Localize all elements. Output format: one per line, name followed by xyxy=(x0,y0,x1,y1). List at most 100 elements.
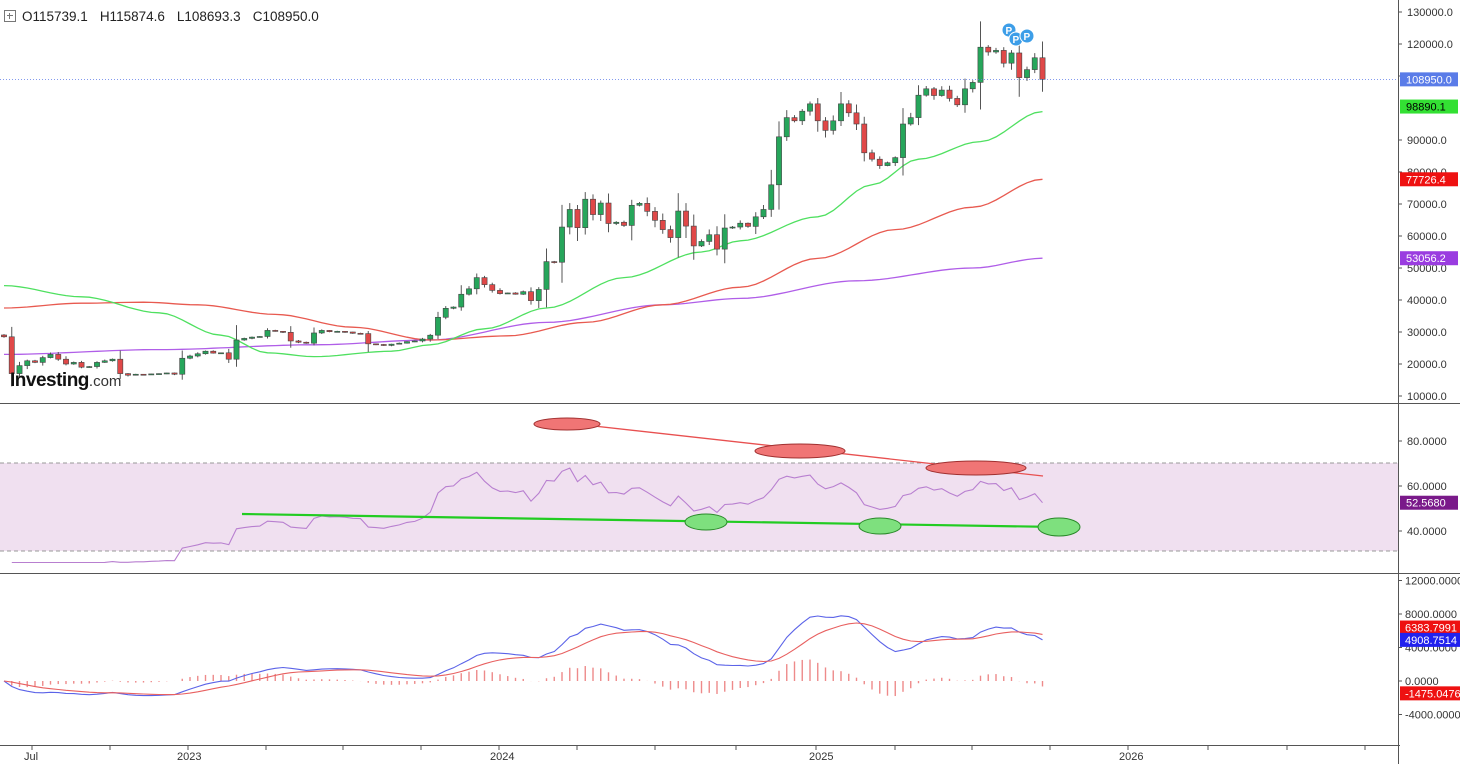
time-label: 2025 xyxy=(809,751,833,763)
candle-body xyxy=(628,204,635,226)
candle-body xyxy=(47,354,54,358)
rsi-tick-label: 60.0000 xyxy=(1407,481,1447,493)
candle-body xyxy=(1039,57,1046,80)
candle-body xyxy=(404,341,410,344)
price-tick-label: 60000.0 xyxy=(1407,231,1447,243)
candle-body xyxy=(690,225,697,247)
candle-body xyxy=(504,292,511,295)
candle-body xyxy=(752,216,759,227)
candle-body xyxy=(210,350,217,354)
candle-body xyxy=(683,210,689,227)
candle-body xyxy=(1024,69,1030,78)
candle-body xyxy=(55,354,62,360)
candle-body xyxy=(388,343,395,346)
candle-body xyxy=(125,373,131,376)
candle-body xyxy=(884,162,891,166)
ma-purple-line xyxy=(4,257,1043,356)
candle-body xyxy=(233,339,240,360)
candle-body xyxy=(318,330,325,334)
candle-body xyxy=(900,123,906,158)
candle-body xyxy=(473,277,480,290)
candle-body xyxy=(1031,57,1038,70)
candle-body xyxy=(807,103,813,112)
candle-body xyxy=(357,332,364,335)
candle-body xyxy=(721,227,728,250)
candle-body xyxy=(528,291,534,301)
candle-body xyxy=(946,89,953,99)
close-value: C108950.0 xyxy=(252,9,319,24)
candle-body xyxy=(923,88,930,96)
macd-tick-label: -4000.0000 xyxy=(1405,710,1460,722)
logo-text: Investing xyxy=(10,370,89,391)
ma-purple-label-bg xyxy=(1400,251,1458,266)
macd-hist-label-bg xyxy=(1400,686,1460,701)
candle-body xyxy=(396,342,403,345)
candle-body xyxy=(969,82,976,90)
candle-body xyxy=(489,284,496,291)
open-value: O115739.1 xyxy=(22,9,88,24)
time-label: Jul xyxy=(24,751,38,763)
rsi-support-trendline xyxy=(241,512,1059,529)
rsi-low-ellipse xyxy=(858,517,902,535)
rsi-value-label: 52.5680 xyxy=(1406,498,1446,510)
candle-body xyxy=(907,117,914,125)
ma-green-line xyxy=(3,110,1043,358)
time-label: 2026 xyxy=(1119,751,1143,763)
candle-body xyxy=(24,360,31,366)
price-tick-label: 20000.0 xyxy=(1407,359,1447,371)
candle-body xyxy=(16,365,23,374)
candle-body xyxy=(287,332,294,342)
candle-body xyxy=(342,331,348,333)
rsi-line xyxy=(11,467,1043,564)
macd-line xyxy=(3,615,1043,697)
candle-body xyxy=(590,198,596,215)
candle-body xyxy=(861,123,868,154)
candle-body xyxy=(729,226,736,229)
candle-body xyxy=(280,331,286,333)
candle-body xyxy=(745,222,751,227)
candle-body xyxy=(241,338,248,341)
macd-line-label: 4908.7514 xyxy=(1405,635,1457,647)
candle-body xyxy=(365,333,372,345)
candle-body xyxy=(497,290,503,294)
macd-hist-label: -1475.0476 xyxy=(1405,688,1460,700)
candle-body xyxy=(39,357,46,363)
candle-body xyxy=(101,360,108,363)
candle-body xyxy=(435,316,441,336)
candle-body xyxy=(187,355,193,359)
candle-body xyxy=(621,221,627,226)
candle-body xyxy=(194,353,201,357)
candle-body xyxy=(140,373,147,376)
candle-body xyxy=(86,366,93,368)
ma-red-label-bg xyxy=(1400,172,1458,187)
rsi-low-ellipse xyxy=(684,513,728,531)
time-label: 2023 xyxy=(177,751,201,763)
rsi-high-ellipse xyxy=(925,460,1027,476)
candle-body xyxy=(458,293,465,308)
candle-body xyxy=(714,234,720,250)
rsi-tick-label: 80.0000 xyxy=(1407,436,1447,448)
candle-body xyxy=(760,209,767,218)
candle-body xyxy=(845,103,852,114)
pivot-marker-label: P xyxy=(1024,32,1031,43)
candle-body xyxy=(225,352,232,360)
candle-body xyxy=(869,152,875,160)
candle-body xyxy=(94,362,100,367)
candle-body xyxy=(962,88,968,106)
candle-body xyxy=(1016,52,1023,78)
candle-body xyxy=(876,158,883,166)
expand-icon[interactable] xyxy=(4,10,16,22)
candle-body xyxy=(349,331,356,334)
candle-body xyxy=(427,334,434,340)
candle-body xyxy=(78,362,85,368)
candle-body xyxy=(543,261,550,290)
price-tick-label: 70000.0 xyxy=(1407,199,1447,211)
candle-body xyxy=(520,291,527,295)
rsi-low-ellipse xyxy=(1037,517,1081,537)
ma-green-label: 98890.1 xyxy=(1406,102,1446,114)
macd-tick-label: 0.0000 xyxy=(1405,676,1439,688)
candle-body xyxy=(218,352,224,355)
candle-body xyxy=(32,360,38,363)
candle-body xyxy=(8,336,15,374)
